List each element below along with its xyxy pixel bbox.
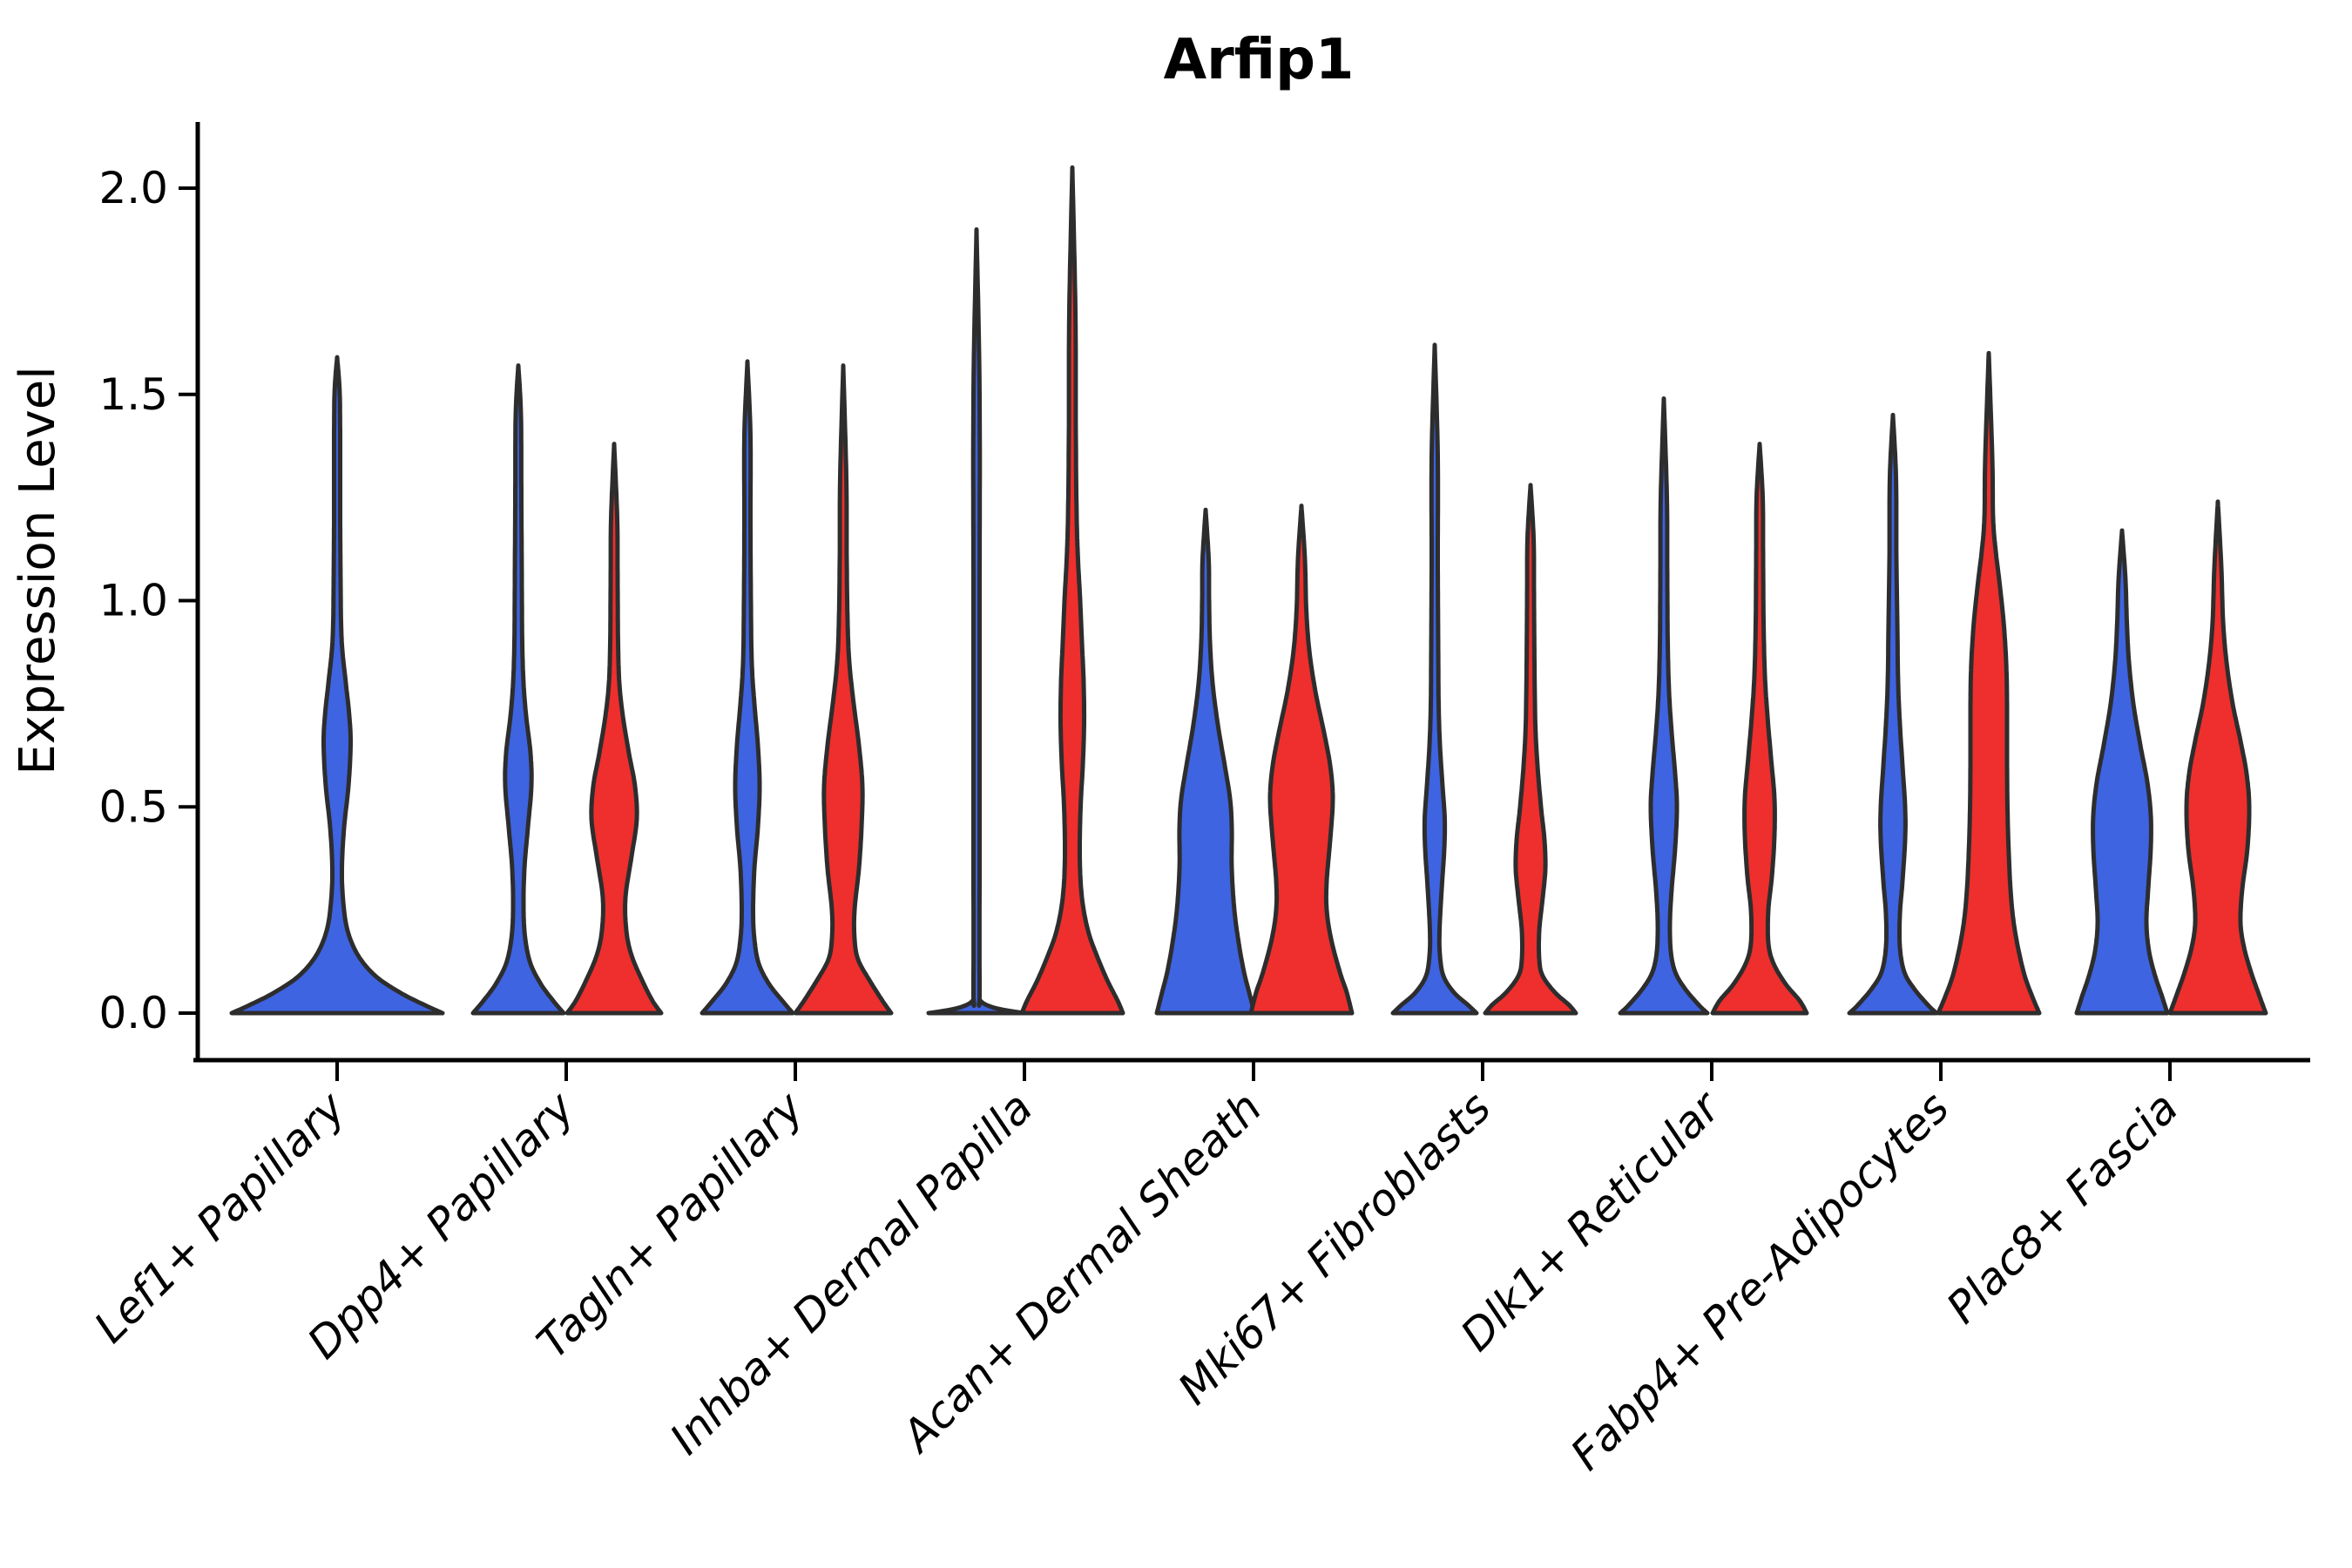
violin-blue-6 — [1618, 396, 1710, 1016]
y-tick-label: 2.0 — [98, 163, 168, 213]
x-tick-label-0: Lef1+ Papillary — [84, 1081, 355, 1352]
x-tick-label-7: Fabp4+ Pre-Adipocytes — [1561, 1082, 1959, 1480]
violin-blue-3 — [926, 226, 1027, 1016]
x-tick-label-3: Inhba+ Dermal Papilla — [660, 1082, 1042, 1463]
chart-title: Arfip1 — [1164, 28, 1355, 92]
x-tick-label-8: Plac8+ Fascia — [1937, 1082, 2188, 1333]
violin-blue-1 — [470, 363, 566, 1016]
y-tick-label: 0.0 — [98, 988, 168, 1038]
violin-red-8 — [2167, 499, 2268, 1016]
violin-red-6 — [1710, 442, 1809, 1016]
violin-blue-7 — [1847, 412, 1939, 1016]
x-tick-label-4: Acan+ Dermal Sheath — [891, 1082, 1272, 1463]
violin-blue-2 — [700, 359, 795, 1016]
violin-blue-4 — [1154, 507, 1257, 1016]
violin-red-4 — [1248, 504, 1355, 1016]
violins-layer — [229, 165, 2268, 1016]
violin-blue-5 — [1390, 342, 1479, 1016]
violin-blue-0 — [229, 355, 445, 1016]
y-tick-label: 1.5 — [98, 369, 168, 420]
y-tick-label: 0.5 — [98, 781, 168, 832]
violin-red-1 — [564, 442, 664, 1016]
violin-blue-8 — [2074, 528, 2170, 1016]
violin-red-7 — [1936, 350, 2042, 1016]
violin-red-3 — [1019, 165, 1125, 1016]
violin-red-5 — [1483, 483, 1578, 1016]
y-ticks: 2.0 1.5 1.0 0.5 0.0 — [98, 163, 198, 1038]
y-axis-label: Expression Level — [10, 366, 66, 775]
y-tick-label: 1.0 — [98, 576, 168, 626]
violin-red-2 — [793, 363, 894, 1016]
